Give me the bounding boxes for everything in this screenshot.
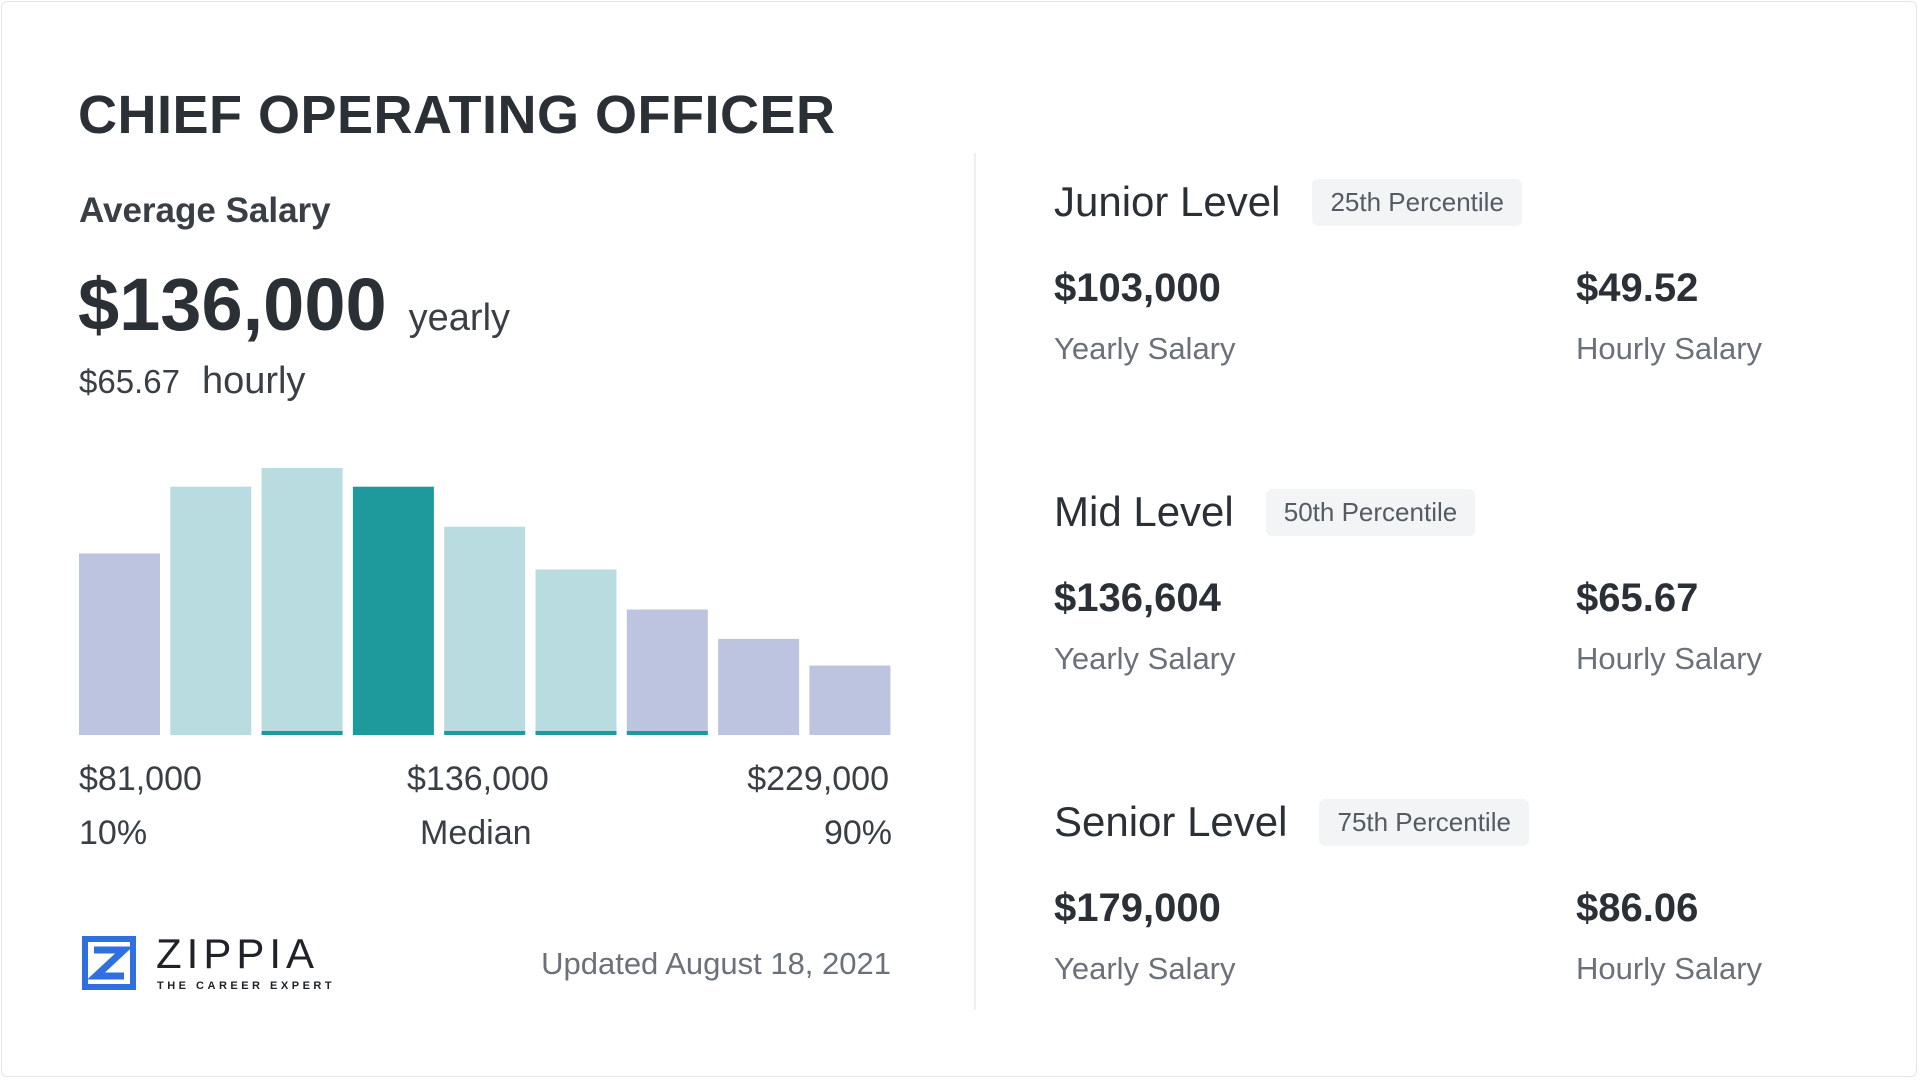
bar-accent-7 bbox=[626, 731, 708, 735]
mid-level-yearly-salary: $136,604 bbox=[1054, 576, 1221, 620]
senior-level-percentile-badge: 75th Percentile bbox=[1319, 798, 1529, 846]
mid-level-percentile-badge: 50th Percentile bbox=[1265, 488, 1476, 536]
senior-level-title: Senior Level bbox=[1054, 798, 1288, 845]
junior-level-hourly-label: Hourly Salary bbox=[1576, 331, 1763, 366]
senior-level-hourly-label: Hourly Salary bbox=[1576, 951, 1763, 986]
average-yearly-salary: $136,000 bbox=[78, 263, 387, 346]
bar-accent-5 bbox=[444, 731, 526, 735]
bar-accent-6 bbox=[535, 731, 617, 735]
average-hourly-salary: $65.67 bbox=[79, 363, 180, 400]
junior-level-hourly-salary: $49.52 bbox=[1576, 266, 1699, 310]
logo-wordmark: ZIPPIA bbox=[156, 930, 320, 977]
average-hourly-row: $65.67 hourly bbox=[79, 360, 305, 403]
updated-date: Updated August 18, 2021 bbox=[541, 946, 891, 981]
median-value-label: $136,000 bbox=[407, 760, 549, 798]
median-label: Median bbox=[420, 814, 532, 852]
histogram-bar-7 bbox=[626, 609, 708, 735]
high-percentile-label: 90% bbox=[823, 814, 892, 852]
histogram-bar-2 bbox=[170, 486, 252, 735]
low-percentile-label: 10% bbox=[79, 814, 148, 852]
senior-level-yearly-salary: $179,000 bbox=[1054, 886, 1221, 930]
mid-level-hourly-label: Hourly Salary bbox=[1576, 641, 1763, 676]
mid-level-hourly-salary: $65.67 bbox=[1576, 576, 1699, 620]
histogram-bar-5 bbox=[444, 526, 526, 735]
senior-level-yearly-label: Yearly Salary bbox=[1054, 951, 1236, 986]
high-value-label: $229,000 bbox=[747, 760, 889, 798]
junior-level-percentile-badge: 25th Percentile bbox=[1312, 178, 1522, 226]
hourly-unit: hourly bbox=[201, 360, 306, 402]
yearly-unit: yearly bbox=[408, 297, 511, 339]
bar-accent-3 bbox=[261, 731, 343, 735]
page-title: CHIEF OPERATING OFFICER bbox=[78, 85, 836, 145]
histogram-bar-4 bbox=[352, 486, 434, 735]
zippia-logo-icon bbox=[82, 936, 136, 995]
mid-level-yearly-label: Yearly Salary bbox=[1054, 641, 1236, 676]
histogram-bar-1 bbox=[79, 553, 160, 735]
histogram-bar-9 bbox=[809, 665, 891, 735]
mid-level-header: Mid Level 50th Percentile bbox=[1054, 488, 1476, 536]
junior-level-yearly-label: Yearly Salary bbox=[1054, 331, 1236, 366]
senior-level-hourly-salary: $86.06 bbox=[1576, 886, 1699, 930]
average-salary-label: Average Salary bbox=[79, 191, 331, 230]
average-yearly-row: $136,000 yearly bbox=[78, 262, 510, 347]
histogram-bar-3 bbox=[261, 468, 343, 735]
senior-level-header: Senior Level 75th Percentile bbox=[1054, 798, 1529, 846]
logo-tagline: THE CAREER EXPERT bbox=[157, 980, 336, 992]
histogram-bar-8 bbox=[718, 638, 800, 735]
junior-level-title: Junior Level bbox=[1054, 178, 1281, 225]
junior-level-yearly-salary: $103,000 bbox=[1054, 266, 1221, 310]
junior-level-header: Junior Level 25th Percentile bbox=[1054, 178, 1522, 226]
column-divider bbox=[974, 153, 976, 1010]
mid-level-title: Mid Level bbox=[1054, 488, 1234, 535]
histogram-bar-6 bbox=[535, 569, 617, 735]
low-value-label: $81,000 bbox=[79, 760, 202, 798]
